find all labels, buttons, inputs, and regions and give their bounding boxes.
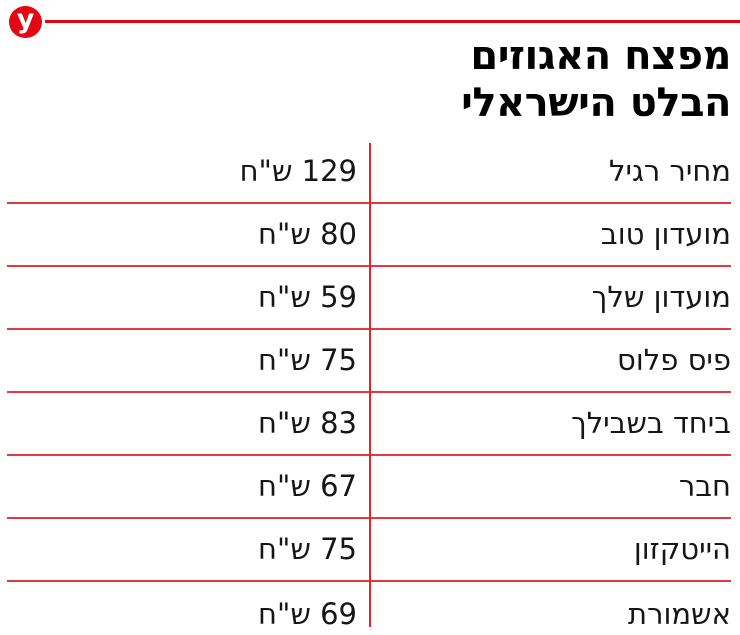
header-rule	[45, 20, 740, 23]
price-value: 80 ש"ח	[258, 217, 357, 251]
plan-label: חבר	[678, 469, 731, 503]
title-line-2: הבלט הישראלי	[461, 80, 731, 126]
plan-label: ביחד בשבילך	[571, 406, 731, 440]
plan-label: מועדון טוב	[600, 217, 731, 251]
column-divider	[369, 143, 371, 627]
price-value: 69 ש"ח	[258, 597, 357, 631]
price-value: 75 ש"ח	[258, 532, 357, 566]
price-value: 75 ש"ח	[258, 343, 357, 377]
title-line-1: מפצח האגוזים	[470, 33, 731, 79]
ynet-logo-letter: y	[16, 3, 35, 35]
price-value: 59 ש"ח	[258, 280, 357, 314]
price-value: 83 ש"ח	[258, 406, 357, 440]
price-value: 129 ש"ח	[239, 154, 357, 188]
plan-label: מועדון שלך	[591, 280, 731, 314]
plan-label: פיס פלוס	[617, 343, 731, 377]
price-value: 67 ש"ח	[258, 469, 357, 503]
plan-label: מחיר רגיל	[608, 154, 731, 188]
plan-label: הייטקזון	[633, 532, 731, 566]
ynet-logo: y	[9, 6, 42, 38]
table-row: מחיר רגיל 129 ש"ח	[7, 141, 731, 202]
page-title: מפצח האגוזים הבלט הישראלי	[9, 33, 731, 127]
plan-label: אשמורת	[628, 597, 731, 631]
